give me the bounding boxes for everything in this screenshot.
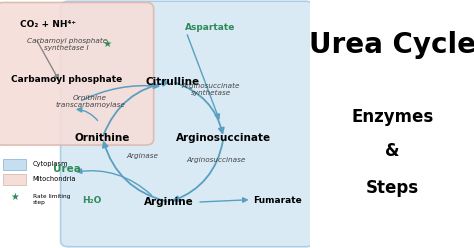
Text: Rate limiting
step: Rate limiting step bbox=[33, 194, 70, 205]
Text: Fumarate: Fumarate bbox=[253, 196, 302, 205]
Text: ★: ★ bbox=[10, 192, 19, 202]
Text: Urea: Urea bbox=[53, 164, 81, 174]
Text: Mitochondria: Mitochondria bbox=[33, 176, 76, 182]
Text: Carbamoyl phosphate: Carbamoyl phosphate bbox=[11, 75, 122, 84]
Text: Ornithine: Ornithine bbox=[75, 133, 130, 143]
Text: Cytoplasm: Cytoplasm bbox=[33, 161, 68, 167]
Text: CO₂ + NH⁴⁺: CO₂ + NH⁴⁺ bbox=[20, 20, 76, 29]
Text: Arginosuccinate
synthetase: Arginosuccinate synthetase bbox=[182, 83, 240, 96]
Text: Ornithine
transcarbamoylase: Ornithine transcarbamoylase bbox=[55, 95, 125, 108]
Text: Urea Cycle: Urea Cycle bbox=[309, 31, 474, 59]
Text: H₂O: H₂O bbox=[82, 196, 101, 205]
Text: Arginine: Arginine bbox=[144, 197, 194, 207]
FancyBboxPatch shape bbox=[61, 1, 314, 247]
Text: Carbamoyl phosphate
synthetase I: Carbamoyl phosphate synthetase I bbox=[27, 38, 107, 51]
Text: Citrulline: Citrulline bbox=[145, 77, 200, 87]
Text: Arginosuccinate: Arginosuccinate bbox=[176, 133, 271, 143]
FancyBboxPatch shape bbox=[3, 174, 27, 185]
Text: Aspartate: Aspartate bbox=[185, 23, 235, 32]
Text: Arginase: Arginase bbox=[127, 153, 159, 159]
Text: ★: ★ bbox=[102, 39, 112, 49]
FancyBboxPatch shape bbox=[0, 2, 154, 145]
Text: Enzymes: Enzymes bbox=[351, 108, 433, 125]
FancyBboxPatch shape bbox=[3, 159, 27, 170]
Text: &: & bbox=[385, 142, 400, 160]
Text: Steps: Steps bbox=[365, 180, 419, 197]
Text: Arginosuccinase: Arginosuccinase bbox=[186, 157, 246, 163]
